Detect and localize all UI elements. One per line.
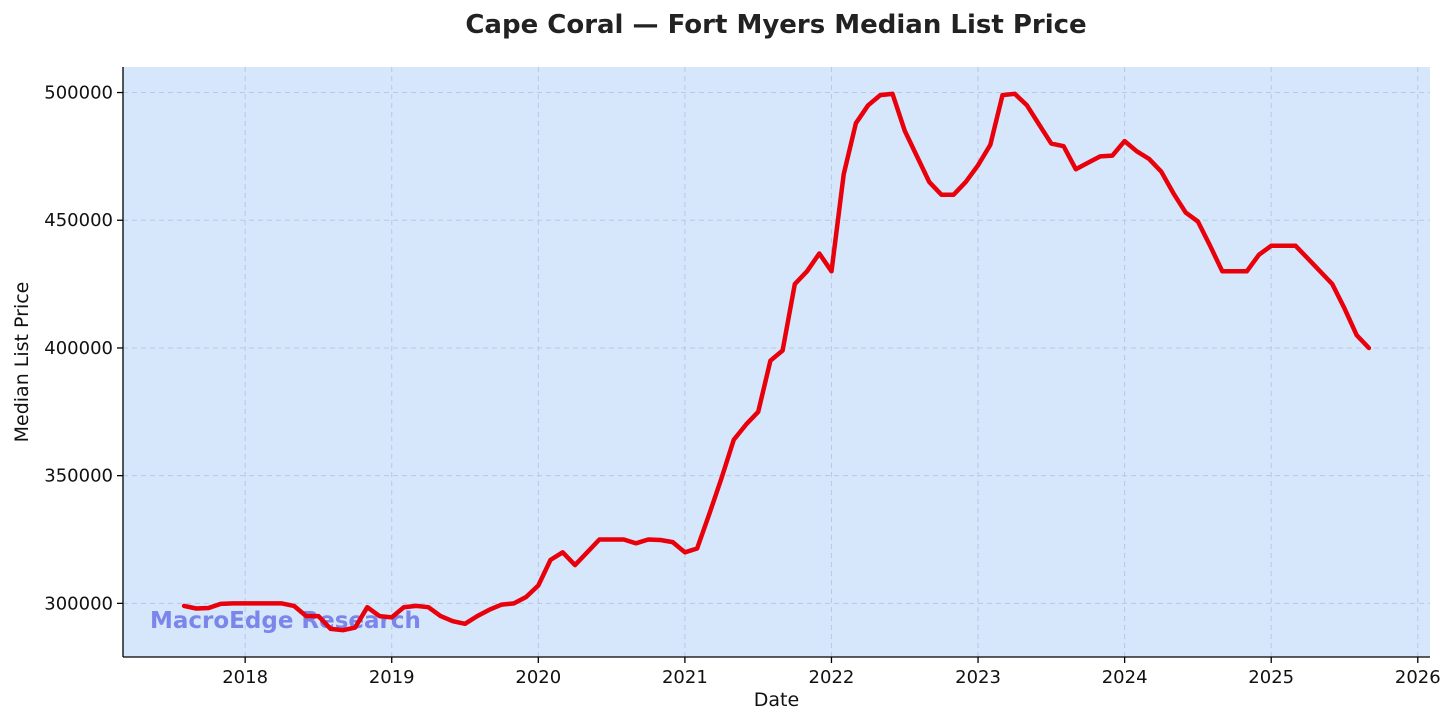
x-axis-label: Date [754,689,799,711]
x-tick-label: 2018 [222,667,268,688]
x-tick-label: 2023 [955,667,1001,688]
y-tick-label: 400000 [44,338,113,359]
series-line [181,91,1372,633]
gridlines [123,67,1430,657]
x-tick-label: 2025 [1248,667,1294,688]
x-tick-label: 2021 [662,667,708,688]
x-tick-label: 2022 [809,667,855,688]
watermark-text: MacroEdge Research [150,608,421,634]
y-tick-label: 300000 [44,593,113,614]
plot-area [123,67,1430,657]
y-tick-label: 450000 [44,210,113,231]
chart-title: Cape Coral — Fort Myers Median List Pric… [465,10,1086,40]
y-tick-label: 500000 [44,83,113,104]
x-tick-label: 2019 [369,667,415,688]
y-tick-label: 350000 [44,466,113,487]
x-tick-label: 2024 [1102,667,1148,688]
axes: 2018 2019 2020 2021 2022 2023 2024 2025 2026 3000… [44,67,1441,688]
x-tick-label: 2026 [1395,667,1441,688]
series-layer [181,91,1372,633]
x-tick-label: 2020 [515,667,561,688]
y-axis-label: Median List Price [11,282,33,443]
